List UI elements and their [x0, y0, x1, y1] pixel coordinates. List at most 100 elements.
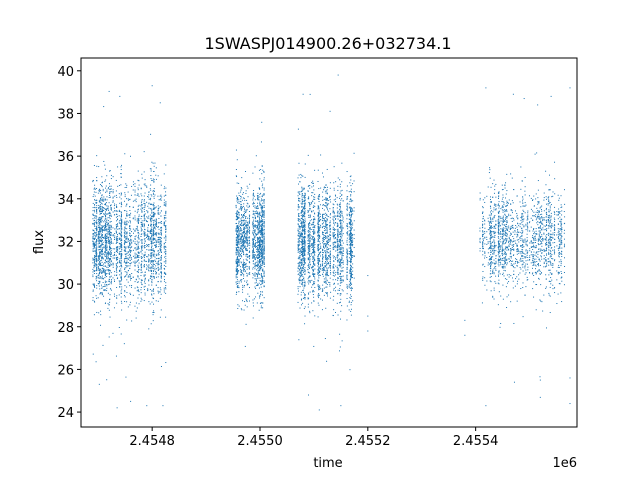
data-point: [147, 229, 149, 231]
data-point: [99, 205, 101, 207]
data-point: [158, 254, 160, 256]
data-point: [263, 272, 265, 274]
data-point: [124, 253, 126, 255]
data-point: [155, 235, 157, 237]
data-point: [241, 214, 242, 216]
data-point: [262, 240, 264, 242]
data-point: [151, 210, 153, 212]
data-point: [261, 199, 263, 201]
data-point: [155, 232, 157, 234]
data-point: [258, 256, 260, 258]
data-point: [247, 273, 249, 275]
data-point: [158, 233, 160, 235]
data-point: [121, 164, 123, 166]
data-point: [248, 227, 250, 229]
data-point: [93, 246, 95, 248]
data-point: [328, 267, 330, 269]
data-point: [241, 229, 243, 231]
data-point: [260, 241, 262, 243]
data-point: [157, 208, 159, 210]
data-point: [153, 232, 155, 234]
data-point: [120, 206, 122, 208]
data-point: [101, 230, 103, 232]
data-point: [259, 243, 261, 245]
data-point: [235, 293, 237, 295]
data-point: [158, 213, 160, 215]
data-point: [311, 245, 313, 247]
data-point: [241, 188, 243, 190]
data-point: [249, 219, 251, 221]
data-point: [237, 225, 239, 227]
data-point: [150, 184, 152, 186]
data-point: [327, 244, 329, 246]
data-point: [263, 270, 265, 272]
data-point: [244, 235, 246, 237]
data-point: [134, 230, 136, 232]
data-point: [148, 237, 150, 239]
data-point: [337, 210, 339, 212]
data-point: [98, 280, 100, 282]
data-point: [116, 224, 118, 226]
data-point: [158, 232, 160, 234]
data-point: [123, 223, 125, 225]
data-point: [256, 210, 258, 212]
data-point: [96, 239, 98, 241]
data-point: [147, 265, 149, 267]
data-point: [150, 276, 152, 278]
data-point: [98, 208, 100, 210]
data-point: [112, 257, 114, 259]
data-point: [313, 247, 315, 249]
data-point: [237, 217, 239, 219]
data-point: [160, 215, 162, 217]
data-point: [320, 266, 322, 268]
data-point: [259, 240, 261, 242]
data-point: [245, 323, 247, 325]
data-point: [260, 206, 262, 208]
data-point: [235, 260, 237, 262]
data-point: [109, 245, 111, 247]
data-point: [243, 205, 245, 207]
data-point: [160, 240, 162, 242]
data-point: [155, 226, 157, 227]
data-point: [312, 192, 314, 194]
data-point: [245, 192, 247, 194]
data-point: [100, 227, 102, 229]
data-point: [94, 232, 96, 234]
data-point: [337, 277, 339, 279]
data-point: [160, 226, 162, 228]
data-point: [336, 250, 338, 252]
data-point: [107, 217, 109, 219]
data-point: [115, 263, 117, 265]
data-point: [129, 253, 131, 255]
data-point: [120, 296, 122, 298]
data-point: [252, 274, 254, 276]
data-point: [160, 256, 162, 258]
data-point: [106, 208, 108, 210]
data-point: [263, 262, 265, 264]
data-point: [244, 247, 246, 249]
data-point: [319, 294, 321, 296]
data-point: [126, 286, 128, 288]
data-point: [165, 236, 167, 238]
data-point: [124, 271, 126, 273]
data-point: [261, 240, 263, 242]
data-point: [137, 297, 139, 299]
data-point: [137, 179, 139, 181]
data-point: [263, 249, 265, 251]
data-point: [259, 253, 261, 255]
data-point: [297, 257, 299, 259]
data-point: [118, 238, 120, 240]
data-point: [99, 260, 101, 262]
data-point: [333, 232, 335, 234]
data-point: [103, 221, 105, 223]
data-point: [132, 240, 134, 242]
data-point: [93, 284, 95, 286]
data-point: [120, 239, 122, 241]
data-point: [99, 251, 101, 253]
data-point: [337, 289, 339, 291]
data-point: [96, 248, 98, 250]
data-point: [110, 224, 112, 226]
data-point: [311, 201, 313, 203]
data-point: [246, 217, 248, 219]
data-point: [236, 245, 238, 247]
